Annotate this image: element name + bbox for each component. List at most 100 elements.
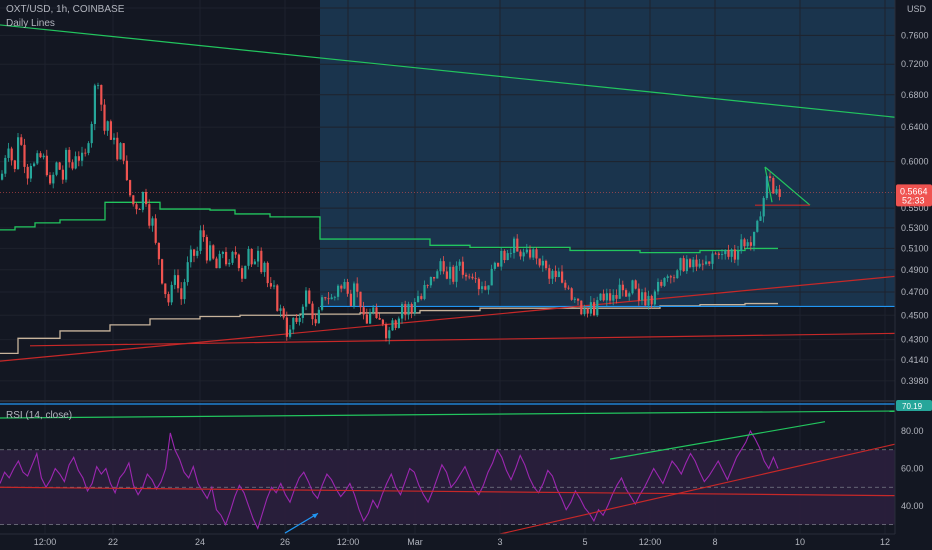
candle	[634, 279, 637, 290]
candle	[170, 281, 173, 306]
candle-body	[410, 303, 413, 314]
candle	[202, 224, 205, 242]
candle-body	[202, 230, 205, 238]
candle-body	[637, 288, 640, 301]
highlight-zone	[320, 0, 895, 307]
candle	[669, 274, 672, 284]
candle-body	[673, 277, 676, 279]
candle-body	[676, 270, 679, 279]
candle	[145, 188, 148, 207]
candle	[721, 249, 724, 260]
candle	[103, 99, 106, 135]
candle-body	[570, 288, 573, 300]
candle-body	[161, 259, 164, 284]
rsi-blue-arrow	[284, 512, 319, 534]
candle	[298, 314, 301, 326]
candle	[273, 280, 276, 290]
candle-body	[93, 85, 96, 124]
candle-body	[186, 262, 189, 283]
candle-body	[343, 282, 346, 289]
candle-body	[407, 303, 410, 315]
candle-body	[308, 290, 311, 304]
candle-body	[596, 300, 599, 316]
candle-body	[506, 253, 509, 261]
candle-body	[724, 250, 727, 255]
candle-body	[353, 283, 356, 306]
time-tick-label: 8	[712, 537, 717, 547]
candle-body	[381, 319, 384, 325]
candle	[244, 265, 247, 280]
candle	[97, 82, 100, 90]
candle-body	[567, 287, 570, 289]
candle-body	[701, 263, 704, 265]
candle-body	[29, 165, 32, 179]
candle	[513, 236, 516, 259]
candle	[365, 308, 368, 324]
candle	[343, 278, 346, 290]
candle	[490, 264, 493, 286]
candle	[733, 244, 736, 264]
candle	[401, 302, 404, 324]
price-tick-label: 0.4900	[901, 265, 929, 275]
candle	[45, 149, 48, 177]
candle-body	[618, 284, 621, 299]
lower-red-trendline	[29, 332, 896, 347]
candle-body	[449, 266, 452, 279]
candle	[369, 308, 372, 325]
candle	[516, 234, 519, 252]
candle-body	[484, 286, 487, 290]
rsi-title[interactable]: RSI (14, close)	[6, 410, 73, 421]
candle-body	[455, 265, 458, 282]
candle	[279, 304, 282, 318]
symbol-title[interactable]: OXT/USD, 1h, COINBASE	[6, 4, 125, 15]
candle-body	[535, 249, 538, 259]
candle-body	[493, 262, 496, 269]
candle-body	[97, 84, 100, 86]
candle-body	[609, 293, 612, 301]
candle-body	[689, 259, 692, 268]
candle-body	[436, 271, 439, 279]
candle-body	[631, 280, 634, 294]
candle-body	[189, 249, 192, 263]
indicator-title[interactable]: Daily Lines	[6, 18, 55, 29]
price-tick-label: 0.4300	[901, 335, 929, 345]
candle-body	[599, 293, 602, 301]
candle-body	[141, 191, 144, 210]
candle	[647, 290, 650, 310]
candle-body	[205, 237, 208, 261]
candle	[359, 291, 362, 313]
candle	[474, 272, 477, 283]
candle	[180, 282, 183, 305]
candle	[49, 172, 52, 185]
candle-body	[218, 253, 221, 269]
candle	[567, 285, 570, 290]
candle-body	[433, 276, 436, 279]
candle	[141, 191, 144, 213]
candle-body	[180, 288, 183, 300]
candle	[209, 241, 212, 262]
candle-body	[282, 308, 285, 318]
candle-body	[749, 242, 752, 246]
candle-body	[663, 278, 666, 286]
candle	[442, 256, 445, 275]
rsi-tick-label: 80.00	[901, 426, 924, 436]
candle	[109, 119, 112, 141]
candle-body	[634, 280, 637, 289]
candle-body	[321, 297, 324, 310]
candle	[33, 161, 36, 168]
candle	[151, 216, 154, 232]
candle	[753, 231, 756, 252]
price-tick-label: 0.4140	[901, 355, 929, 365]
candle-body	[772, 178, 775, 194]
time-tick-label: 12:00	[337, 537, 360, 547]
time-tick-label: 10	[795, 537, 805, 547]
candle-body	[356, 283, 359, 292]
candle-body	[199, 230, 202, 251]
candle-body	[641, 292, 644, 301]
candle-body	[698, 263, 701, 267]
candle	[189, 245, 192, 268]
upper-descending-trendline	[0, 24, 896, 118]
candle-body	[71, 162, 74, 169]
candle-body	[52, 174, 55, 184]
candle-body	[49, 175, 52, 184]
